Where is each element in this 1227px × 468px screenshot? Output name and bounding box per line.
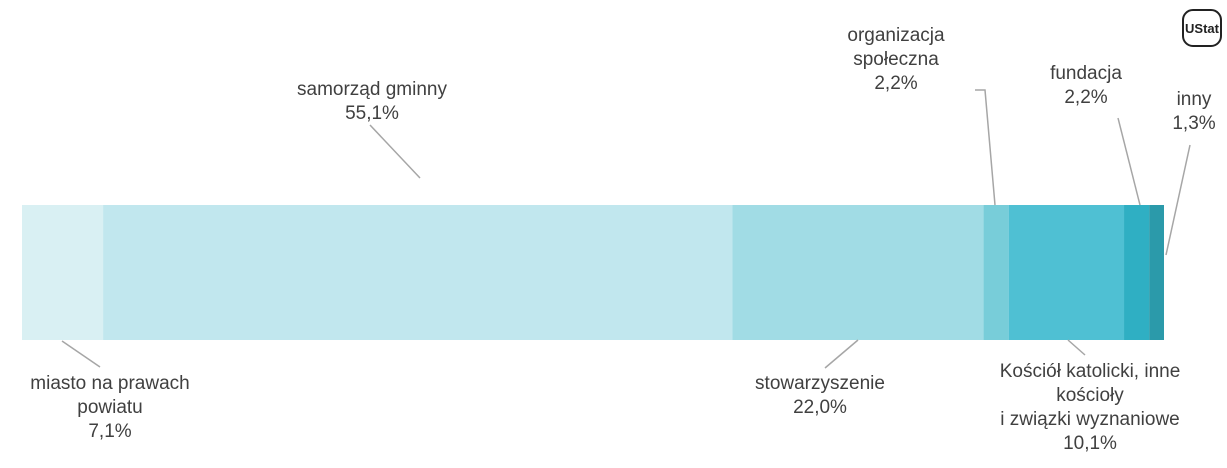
segment-name: inny xyxy=(1176,89,1212,110)
bar-segment xyxy=(1008,205,1125,340)
segment-name: Kościół katolicki, inne kościoły i związ… xyxy=(999,361,1181,430)
leader-line xyxy=(1117,117,1141,206)
bar-segment xyxy=(983,205,1009,340)
segment-label: Kościół katolicki, inne kościoły i związ… xyxy=(960,360,1220,456)
leader-line xyxy=(61,340,101,368)
segment-name: organizacja społeczna xyxy=(847,25,945,70)
leader-line xyxy=(1067,339,1086,356)
logo: UStat xyxy=(1182,9,1222,47)
logo-text: UStat xyxy=(1185,21,1220,36)
leader-line xyxy=(1165,144,1191,256)
value-label: 2,2% xyxy=(1064,87,1108,108)
leader-line xyxy=(369,124,421,179)
leader-line xyxy=(975,89,996,206)
value-label: 7,1% xyxy=(88,421,132,442)
bar-segment xyxy=(1124,205,1150,340)
segment-name: samorząd gminny xyxy=(297,79,447,100)
segment-label: inny 1,3% xyxy=(1064,88,1227,136)
bar-segment xyxy=(732,205,984,340)
segment-label: samorząd gminny 55,1% xyxy=(242,78,502,126)
segment-name: fundacja xyxy=(1050,63,1122,84)
value-label: 55,1% xyxy=(345,103,399,124)
bar-segment xyxy=(1149,205,1164,340)
value-label: 2,2% xyxy=(874,73,918,94)
leader-line xyxy=(824,339,859,369)
segment-label: fundacja 2,2% xyxy=(956,62,1216,110)
value-label: 22,0% xyxy=(793,397,847,418)
bar-segment xyxy=(22,205,104,340)
value-label: 1,3% xyxy=(1172,113,1216,134)
logo-frame xyxy=(1182,9,1222,47)
segment-label: stowarzyszenie 22,0% xyxy=(690,372,950,420)
segment-name: stowarzyszenie xyxy=(755,373,885,394)
segment-name: miasto na prawach powiatu xyxy=(30,373,190,418)
segment-label: miasto na prawach powiatu 7,1% xyxy=(0,372,240,444)
value-label: 10,1% xyxy=(1063,433,1117,454)
bar-segment xyxy=(103,205,733,340)
segment-label: organizacja społeczna 2,2% xyxy=(766,24,1026,96)
